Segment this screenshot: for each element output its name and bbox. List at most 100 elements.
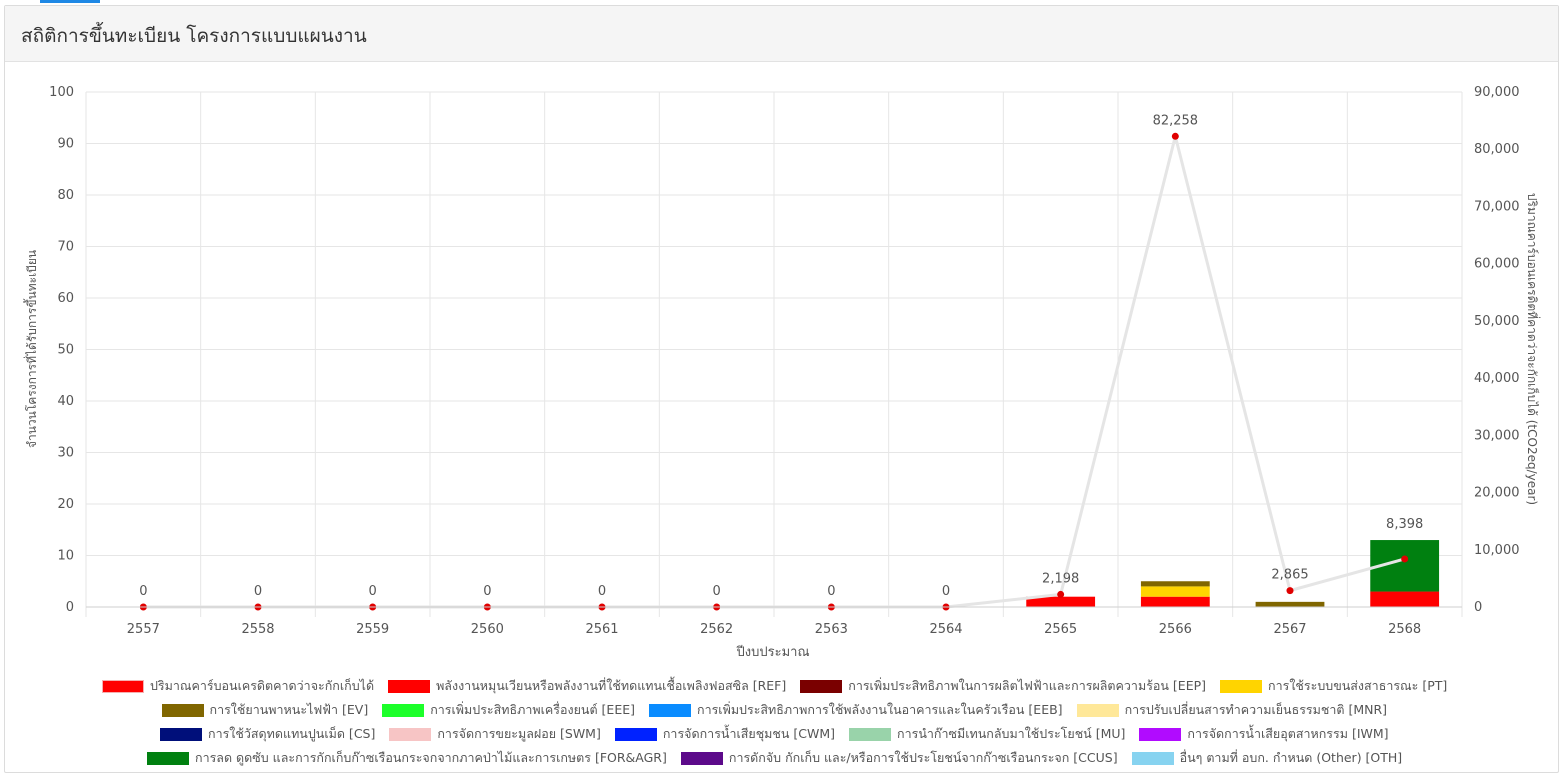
line-point	[1057, 590, 1065, 598]
y2-tick-label: 20,000	[1474, 486, 1520, 501]
y2-tick-label: 0	[1474, 600, 1482, 615]
y-tick-label: 20	[57, 497, 74, 512]
y2-tick-label: 90,000	[1474, 85, 1520, 100]
legend-swatch	[102, 679, 144, 693]
legend-item[interactable]: การลด ดูดซับ และการกักเก็บก๊าซเรือนกระจก…	[147, 748, 667, 768]
legend-swatch	[1131, 751, 1174, 765]
legend-label: พลังงานหมุนเวียนหรือพลังงานที่ใช้ทดแทนเช…	[436, 678, 787, 693]
legend-item[interactable]: การใช้ยานพาหนะไฟฟ้า [EV]	[161, 700, 368, 720]
x-tick-label: 2561	[585, 622, 618, 637]
data-label: 0	[254, 584, 262, 599]
y-axis-label: จำนวนโครงการที่ได้รับการขึ้นทะเบียน	[23, 250, 39, 448]
legend-row: การใช้วัสดุทดแทนปูนเม็ด [CS] การจัดการขยะ…	[160, 724, 1403, 744]
legend-label: การใช้ระบบขนส่งสาธารณะ [PT]	[1268, 678, 1448, 693]
chart-line: 0 0 0 0 0 0 0 0 2,198 82,258 2,865 8,398	[139, 113, 1423, 611]
data-label: 2,865	[1271, 568, 1308, 583]
legend-item[interactable]: อื่นๆ ตามที่ อบก. กำหนด (Other) [OTH]	[1131, 748, 1403, 768]
legend-swatch	[1076, 703, 1119, 717]
x-tick-label: 2568	[1388, 622, 1421, 637]
y-tick-label: 90	[57, 137, 74, 152]
legend-item[interactable]: การเพิ่มประสิทธิภาพการใช้พลังงานในอาคารแ…	[649, 700, 1063, 720]
legend-label: การจัดการน้ำเสียอุตสาหกรรม [IWM]	[1187, 726, 1389, 741]
panel-header: สถิติการขึ้นทะเบียน โครงการแบบแผนงาน	[5, 6, 1558, 62]
top-accent-highlight	[40, 0, 100, 3]
legend-item[interactable]: การดักจับ กักเก็บ และ/หรือการใช้ประโยชน์…	[680, 748, 1118, 768]
legend-item[interactable]: การจัดการน้ำเสียอุตสาหกรรม [IWM]	[1139, 724, 1389, 744]
bar-segment	[1140, 581, 1210, 587]
x-tick-label: 2562	[700, 622, 733, 637]
top-accent-bar	[0, 0, 1563, 3]
legend-label: การเพิ่มประสิทธิภาพในการผลิตไฟฟ้าและการผ…	[848, 678, 1207, 693]
legend-item[interactable]: การเพิ่มประสิทธิภาพในการผลิตไฟฟ้าและการผ…	[800, 676, 1206, 696]
line-point	[1286, 587, 1294, 595]
legend-swatch	[1139, 727, 1182, 741]
legend-item[interactable]: การเพิ่มประสิทธิภาพเครื่องยนต์ [EEE]	[382, 700, 635, 720]
legend-swatch	[614, 727, 657, 741]
y2-tick-label: 30,000	[1474, 428, 1520, 443]
y-tick-label: 10	[57, 549, 74, 564]
data-label: 0	[598, 584, 606, 599]
bar-segment	[1370, 591, 1440, 607]
y2-tick-label: 50,000	[1474, 314, 1520, 329]
y-tick-label: 60	[57, 291, 74, 306]
y2-tick-label: 40,000	[1474, 371, 1520, 386]
line-point	[1401, 555, 1409, 563]
legend-label: อื่นๆ ตามที่ อบก. กำหนด (Other) [OTH]	[1179, 750, 1403, 765]
legend-label: การนำก๊าซมีเทนกลับมาใช้ประโยชน์ [MU]	[897, 726, 1126, 741]
data-label: 8,398	[1386, 517, 1423, 532]
data-label: 0	[139, 584, 147, 599]
legend-item[interactable]: การนำก๊าซมีเทนกลับมาใช้ประโยชน์ [MU]	[849, 724, 1125, 744]
x-axis-label: ปีงบประมาณ	[735, 644, 809, 660]
legend-item[interactable]: ปริมาณคาร์บอนเครดิตคาดว่าจะกักเก็บได้	[102, 676, 374, 696]
x-tick-label: 2557	[127, 622, 160, 637]
legend-item[interactable]: พลังงานหมุนเวียนหรือพลังงานที่ใช้ทดแทนเช…	[388, 676, 786, 696]
x-tick-label: 2560	[471, 622, 504, 637]
legend-label: การดักจับ กักเก็บ และ/หรือการใช้ประโยชน์…	[728, 750, 1118, 765]
legend-item[interactable]: การปรับเปลี่ยนสารทำความเย็นธรรมชาติ [MNR…	[1076, 700, 1387, 720]
y-tick-label: 40	[57, 394, 74, 409]
legend-label: การเพิ่มประสิทธิภาพเครื่องยนต์ [EEE]	[430, 702, 635, 717]
legend-item[interactable]: การจัดการขยะมูลฝอย [SWM]	[389, 724, 601, 744]
data-label: 0	[942, 584, 950, 599]
legend-swatch	[388, 679, 431, 693]
legend-swatch	[160, 727, 202, 741]
legend-label: ปริมาณคาร์บอนเครดิตคาดว่าจะกักเก็บได้	[150, 678, 375, 693]
y-tick-label: 100	[49, 85, 74, 100]
x-tick-label: 2564	[929, 622, 962, 637]
x-tick-label: 2567	[1273, 622, 1306, 637]
data-label: 0	[713, 584, 721, 599]
chart-panel: สถิติการขึ้นทะเบียน โครงการแบบแผนงาน	[4, 5, 1559, 773]
bar-segment	[1140, 596, 1210, 607]
legend-item[interactable]: การจัดการน้ำเสียชุมชน [CWM]	[614, 724, 835, 744]
x-tick-label: 2563	[815, 622, 848, 637]
legend-swatch	[680, 751, 723, 765]
legend-swatch	[389, 727, 432, 741]
legend-row: การใช้ยานพาหนะไฟฟ้า [EV] การเพิ่มประสิทธิ…	[161, 700, 1402, 720]
data-label: 0	[483, 584, 491, 599]
legend-label: การจัดการขยะมูลฝอย [SWM]	[437, 726, 601, 741]
y2-axis-label: ปริมาณคาร์บอนเครดิตที่คาดว่าจะกักเก็บได้…	[1525, 193, 1541, 505]
y-tick-label: 80	[57, 188, 74, 203]
y-tick-label: 30	[57, 446, 74, 461]
x-tick-label: 2558	[241, 622, 274, 637]
legend-swatch	[649, 703, 691, 717]
x-tick-label: 2559	[356, 622, 389, 637]
legend-swatch	[161, 703, 204, 717]
y-tick-label: 50	[57, 343, 74, 358]
y2-tick-label: 60,000	[1474, 257, 1520, 272]
data-label: 82,258	[1153, 113, 1199, 128]
bar-segment	[1140, 586, 1210, 597]
bar-segment	[1026, 596, 1096, 607]
legend-item[interactable]: การใช้ระบบขนส่งสาธารณะ [PT]	[1220, 676, 1447, 696]
panel-title: สถิติการขึ้นทะเบียน โครงการแบบแผนงาน	[21, 25, 367, 47]
legend-swatch	[1220, 679, 1263, 693]
legend-swatch	[147, 751, 189, 765]
legend-swatch	[382, 703, 425, 717]
legend-item[interactable]: การใช้วัสดุทดแทนปูนเม็ด [CS]	[160, 724, 375, 744]
legend-label: การลด ดูดซับ และการกักเก็บก๊าซเรือนกระจก…	[195, 750, 667, 765]
legend-row: การลด ดูดซับ และการกักเก็บก๊าซเรือนกระจก…	[147, 748, 1416, 768]
line-point	[1171, 132, 1179, 140]
data-label: 0	[369, 584, 377, 599]
data-label: 2,198	[1042, 571, 1079, 586]
legend-row: ปริมาณคาร์บอนเครดิตคาดว่าจะกักเก็บได้ พลั…	[102, 676, 1461, 696]
